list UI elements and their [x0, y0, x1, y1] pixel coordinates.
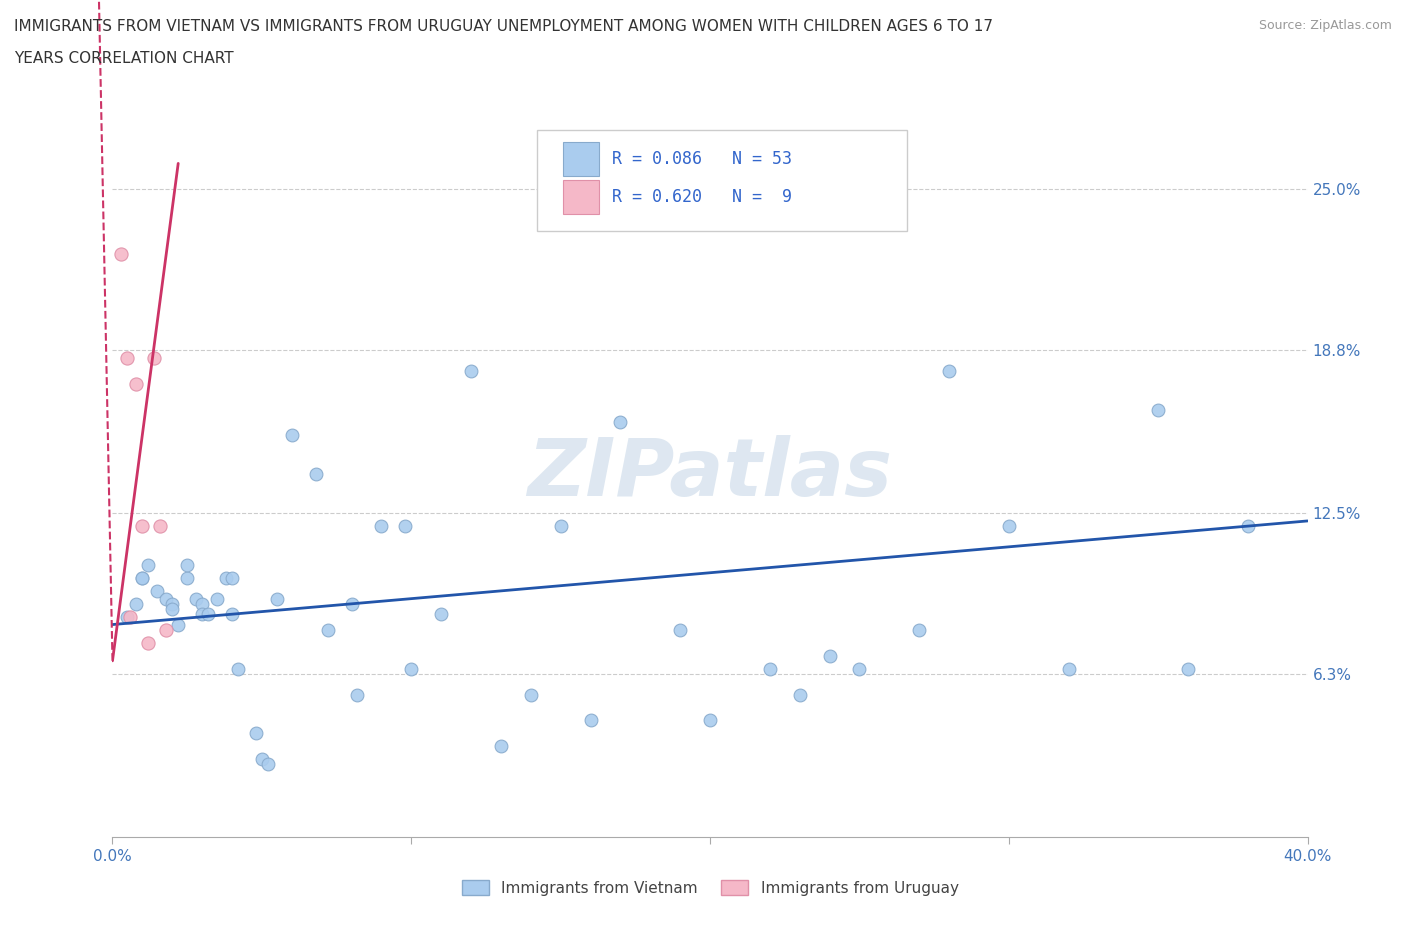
Point [167, 618, 190, 632]
Point [149, 519, 172, 534]
Legend: Immigrants from Vietnam, Immigrants from Uruguay: Immigrants from Vietnam, Immigrants from… [456, 873, 965, 902]
Point [162, 602, 183, 617]
Point [143, 351, 166, 365]
Point [520, 687, 543, 702]
Point [699, 713, 721, 728]
Point [155, 622, 177, 637]
Point [759, 661, 782, 676]
Point [938, 364, 960, 379]
Point [110, 246, 132, 261]
FancyBboxPatch shape [562, 179, 599, 214]
Point [818, 648, 841, 663]
Point [186, 591, 208, 606]
Point [1057, 661, 1080, 676]
Point [394, 519, 416, 534]
Point [221, 570, 243, 585]
Point [197, 606, 219, 621]
FancyBboxPatch shape [562, 142, 599, 176]
Point [131, 570, 153, 585]
Text: ZIPatlas: ZIPatlas [527, 435, 893, 513]
Point [191, 606, 214, 621]
Point [908, 622, 931, 637]
Point [848, 661, 870, 676]
Point [131, 519, 153, 534]
Point [401, 661, 423, 676]
Point [370, 519, 392, 534]
Point [430, 606, 453, 621]
Text: R = 0.086   N = 53: R = 0.086 N = 53 [612, 150, 792, 168]
Point [1237, 519, 1260, 534]
Point [125, 596, 148, 611]
Point [250, 751, 273, 766]
Point [316, 622, 339, 637]
Point [226, 661, 249, 676]
Text: YEARS CORRELATION CHART: YEARS CORRELATION CHART [14, 51, 233, 66]
Point [609, 415, 631, 430]
Point [120, 609, 142, 624]
Point [176, 570, 198, 585]
Point [257, 757, 280, 772]
Point [266, 591, 288, 606]
Point [579, 713, 602, 728]
FancyBboxPatch shape [537, 130, 907, 232]
Text: Source: ZipAtlas.com: Source: ZipAtlas.com [1258, 19, 1392, 32]
Point [162, 596, 183, 611]
Point [191, 596, 214, 611]
Point [117, 351, 139, 365]
Point [146, 583, 169, 598]
Text: R = 0.620   N =  9: R = 0.620 N = 9 [612, 188, 792, 206]
Text: IMMIGRANTS FROM VIETNAM VS IMMIGRANTS FROM URUGUAY UNEMPLOYMENT AMONG WOMEN WITH: IMMIGRANTS FROM VIETNAM VS IMMIGRANTS FR… [14, 19, 993, 33]
Point [669, 622, 692, 637]
Point [281, 428, 304, 443]
Point [221, 606, 243, 621]
Point [138, 635, 160, 650]
Point [346, 687, 368, 702]
Point [1147, 402, 1170, 417]
Point [460, 364, 482, 379]
Point [117, 609, 139, 624]
Point [245, 726, 267, 741]
Point [489, 738, 512, 753]
Point [1177, 661, 1199, 676]
Point [138, 558, 160, 573]
Point [205, 591, 228, 606]
Point [176, 558, 198, 573]
Point [789, 687, 811, 702]
Point [215, 570, 238, 585]
Point [305, 467, 328, 482]
Point [340, 596, 363, 611]
Point [998, 519, 1021, 534]
Point [550, 519, 572, 534]
Point [131, 570, 153, 585]
Point [155, 591, 177, 606]
Point [125, 377, 148, 392]
